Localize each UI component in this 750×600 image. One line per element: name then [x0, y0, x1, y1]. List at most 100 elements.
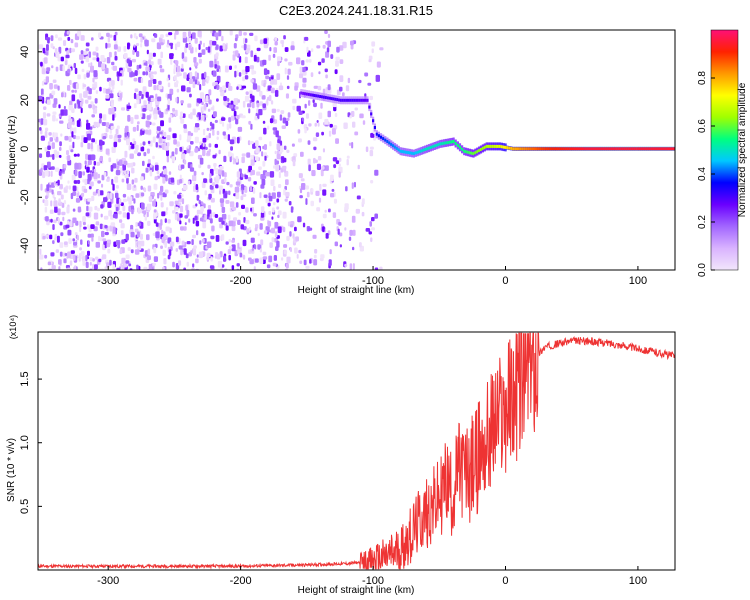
heatmap-noise-cell: [180, 118, 185, 124]
heatmap-noise-cell: [305, 198, 308, 205]
heatmap-ridge-cell: [343, 98, 346, 102]
heatmap-noise-cell: [139, 209, 143, 214]
heatmap-noise-cell: [229, 65, 232, 70]
heatmap-noise-cell: [322, 213, 327, 219]
heatmap-ridge-cell: [360, 98, 363, 102]
heatmap-noise-cell: [196, 230, 199, 236]
heatmap-noise-cell: [111, 107, 115, 115]
heatmap-noise-cell: [142, 71, 146, 76]
heatmap-noise-cell: [351, 142, 354, 149]
heatmap-noise-cell: [152, 52, 156, 57]
heatmap-noise-cell: [83, 226, 87, 230]
heatmap-noise-cell: [333, 198, 337, 204]
heatmap-noise-cell: [182, 31, 187, 39]
heatmap-noise-cell: [109, 134, 113, 139]
heatmap-ridge-cell: [600, 147, 603, 151]
heatmap-noise-cell: [192, 217, 195, 224]
heatmap-noise-cell: [355, 208, 360, 214]
heatmap-noise-cell: [51, 65, 54, 69]
snr-y-multiplier: (x10⁴): [8, 315, 18, 339]
heatmap-ridge-cell: [535, 147, 538, 151]
heatmap-noise-cell: [41, 68, 46, 75]
heatmap-noise-cell: [128, 145, 131, 151]
heatmap-noise-cell: [229, 155, 232, 163]
heatmap-noise-cell: [253, 54, 257, 62]
heatmap-noise-cell: [322, 183, 327, 187]
heatmap-noise-cell: [137, 121, 140, 125]
heatmap-noise-cell: [167, 219, 171, 224]
heatmap-noise-cell: [197, 127, 200, 131]
heatmap-noise-cell: [259, 223, 263, 230]
heatmap-noise-cell: [85, 254, 88, 262]
heatmap-noise-cell: [180, 226, 184, 231]
heatmap-noise-cell: [134, 249, 140, 255]
heatmap-noise-cell: [271, 76, 274, 80]
heatmap-noise-cell: [44, 199, 49, 207]
heatmap-noise-cell: [39, 254, 44, 260]
heatmap-noise-cell: [109, 259, 112, 266]
heatmap-noise-cell: [76, 186, 79, 194]
heatmap-noise-cell: [90, 62, 93, 67]
heatmap-noise-cell: [202, 142, 205, 147]
heatmap-noise-cell: [162, 266, 165, 270]
heatmap-ridge-cell: [581, 147, 584, 151]
heatmap-noise-cell: [236, 86, 239, 90]
heatmap-noise-cell: [189, 93, 192, 98]
heatmap-noise-cell: [187, 135, 192, 140]
colorbar-ticks: 0.00.20.40.60.8: [697, 71, 715, 277]
heatmap-noise-cell: [70, 250, 75, 254]
heatmap-noise-cell: [49, 234, 53, 240]
heatmap-noise-cell: [61, 211, 66, 216]
heatmap-noise-cell: [297, 129, 301, 134]
heatmap-noise-cell: [242, 254, 246, 260]
heatmap-noise-cell: [193, 57, 197, 63]
heatmap-noise-cell: [201, 232, 205, 237]
heatmap-noise-cell: [140, 176, 144, 181]
heatmap-ridge-cell: [403, 150, 406, 154]
heatmap-noise-cell: [292, 98, 297, 104]
heatmap-noise-cell: [221, 234, 225, 241]
heatmap-noise-cell: [235, 202, 239, 208]
heatmap-ridge-cell: [642, 147, 645, 151]
heatmap-noise-cell: [101, 230, 105, 238]
heatmap-noise-cell: [250, 159, 255, 166]
heatmap-noise-cell: [55, 118, 58, 122]
heatmap-noise-cell: [47, 161, 51, 168]
heatmap-noise-cell: [286, 117, 290, 121]
heatmap-noise-cell: [349, 263, 353, 270]
heatmap-noise-cell: [205, 47, 209, 51]
heatmap-noise-cell: [94, 205, 98, 211]
heatmap-noise-cell: [327, 33, 331, 39]
heatmap-noise-cell: [44, 206, 48, 213]
heatmap-noise-cell: [165, 226, 170, 232]
heatmap-noise-cell: [352, 229, 356, 236]
heatmap-noise-cell: [178, 164, 181, 170]
heatmap-ridge-cell: [620, 147, 623, 151]
heatmap-noise-cell: [131, 209, 134, 215]
heatmap-noise-cell: [74, 170, 78, 177]
heatmap-noise-cell: [116, 185, 119, 189]
heatmap-noise-cell: [276, 108, 280, 112]
heatmap-noise-cell: [260, 212, 265, 218]
heatmap-noise-cell: [192, 263, 195, 268]
heatmap-noise-cell: [99, 139, 103, 146]
heatmap-noise-cell: [240, 224, 245, 230]
heatmap-noise-cell: [270, 87, 275, 94]
heatmap-noise-cell: [263, 83, 266, 88]
heatmap-noise-cell: [166, 135, 171, 141]
heatmap-ridge-cell: [364, 98, 367, 102]
heatmap-noise-cell: [272, 127, 278, 131]
heatmap-noise-cell: [161, 236, 165, 244]
heatmap-noise-cell: [93, 212, 99, 220]
heatmap-noise-cell: [98, 61, 102, 68]
heatmap-noise-cell: [147, 97, 151, 102]
heatmap-noise-cell: [221, 213, 227, 220]
heatmap-noise-cell: [183, 128, 188, 134]
heatmap-noise-cell: [114, 51, 117, 57]
heatmap-noise-cell: [75, 135, 80, 140]
heatmap-noise-cell: [325, 233, 329, 239]
heatmap-noise-cell: [47, 145, 51, 150]
heatmap-noise-cell: [108, 108, 112, 115]
heatmap-ridge-cell: [422, 148, 425, 152]
heatmap-noise-cell: [338, 157, 342, 162]
